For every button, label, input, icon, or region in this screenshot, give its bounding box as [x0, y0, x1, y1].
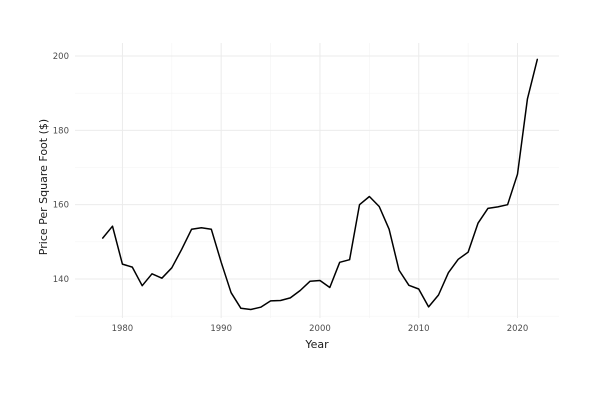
x-tick-label: 1990	[210, 324, 232, 334]
tick-labels: 1980 1990 2000 2010 2020 140 160 180 200	[53, 52, 529, 334]
y-tick-label: 200	[53, 52, 69, 62]
y-tick-label: 160	[53, 201, 69, 211]
grid	[75, 43, 559, 318]
y-tick-label: 180	[53, 126, 69, 136]
price-series-line	[101, 58, 539, 311]
y-axis-title: Price Per Square Foot ($)	[37, 119, 50, 255]
y-tick-label: 140	[53, 275, 69, 285]
x-tick-label: 2010	[408, 324, 430, 334]
series-layer	[101, 58, 539, 311]
x-tick-label: 2000	[309, 324, 331, 334]
x-tick-label: 2020	[507, 324, 529, 334]
x-tick-label: 1980	[112, 324, 134, 334]
x-axis-title: Year	[304, 338, 329, 351]
